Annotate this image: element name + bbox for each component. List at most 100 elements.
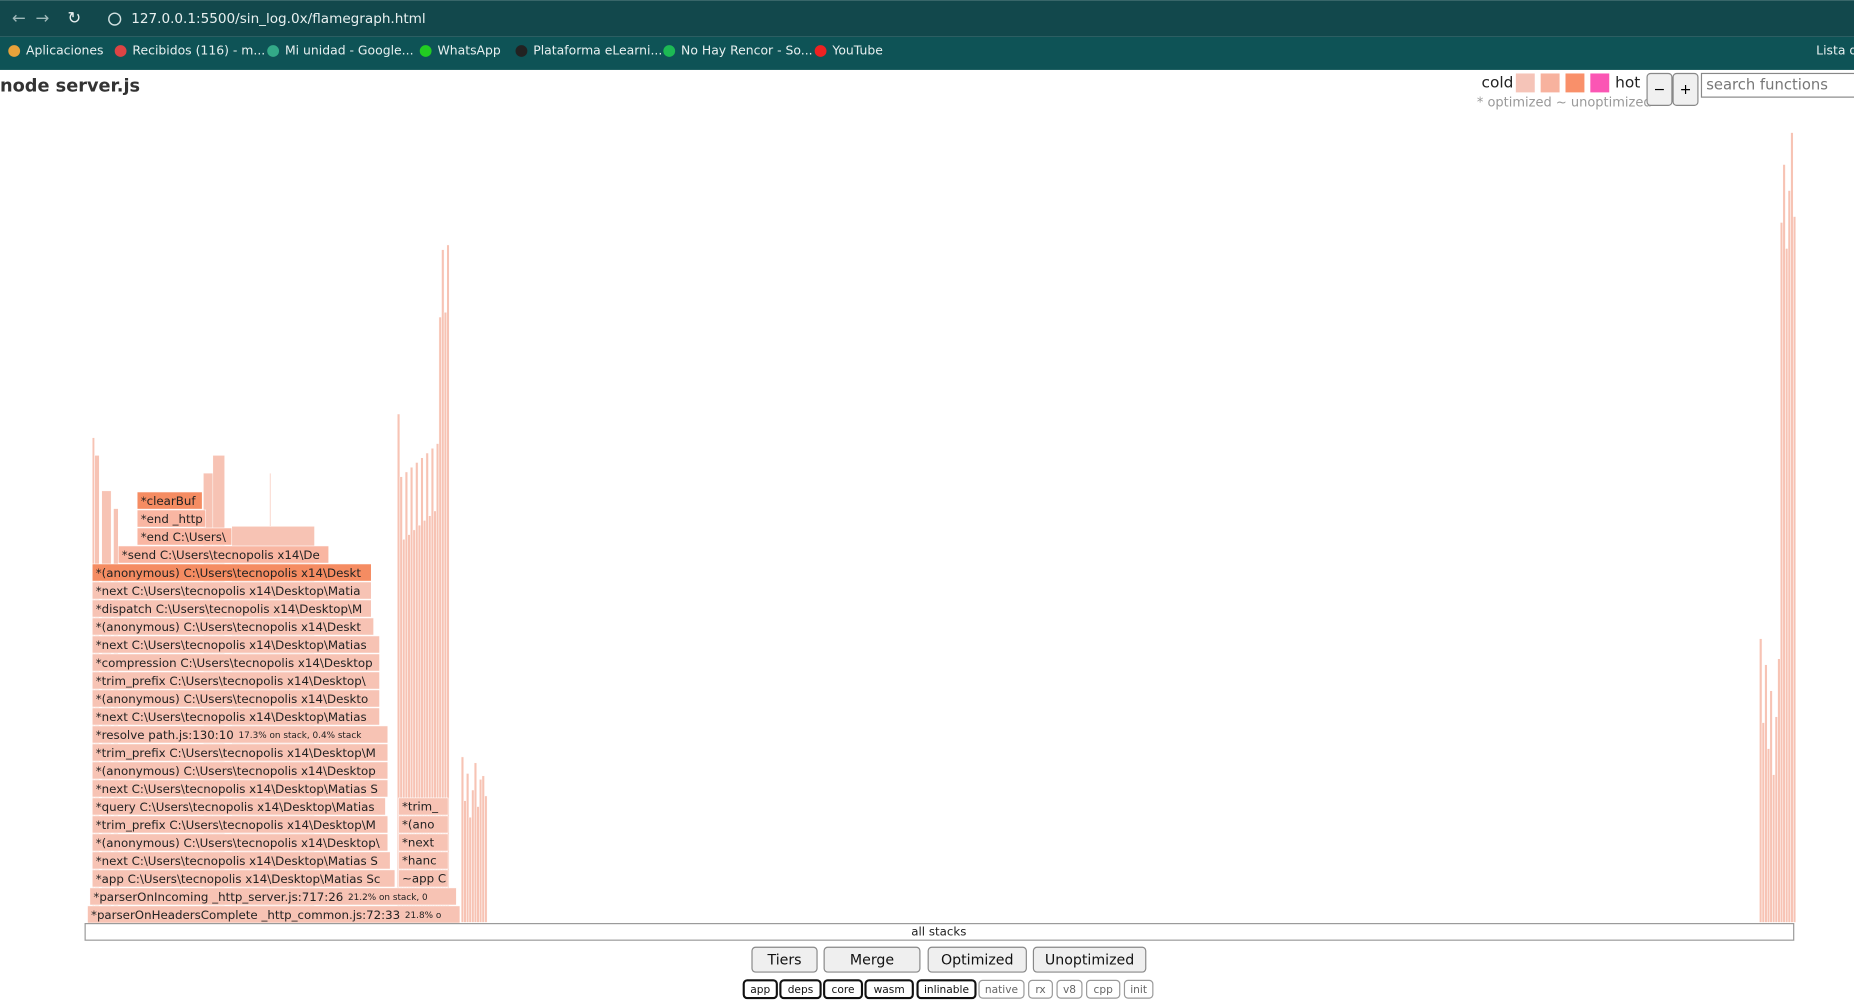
frame[interactable] xyxy=(91,779,389,798)
button[interactable] xyxy=(751,946,818,973)
bookmark-icon xyxy=(515,45,528,57)
frame[interactable] xyxy=(91,617,374,636)
frame-label: *(anonymous) C:\Users\tecnopolis x14\Des… xyxy=(96,836,380,850)
frame[interactable] xyxy=(91,707,380,726)
frame[interactable] xyxy=(1772,774,1776,923)
frame-label: *end _http xyxy=(141,512,203,526)
frame[interactable] xyxy=(468,816,472,923)
bookmark-icon xyxy=(663,45,676,57)
zoom-out[interactable] xyxy=(1646,72,1673,106)
frame[interactable] xyxy=(398,797,449,816)
frame-label: *next C:\Users\tecnopolis x14\Desktop\Ma… xyxy=(96,638,367,652)
button[interactable] xyxy=(823,946,921,973)
frame[interactable] xyxy=(479,779,483,923)
frame[interactable] xyxy=(1766,748,1771,923)
frame[interactable] xyxy=(91,851,391,870)
filter-label: wasm xyxy=(874,983,905,996)
bookmark[interactable]: Aplicaciones xyxy=(26,43,104,58)
filter-toggle[interactable] xyxy=(864,979,914,1000)
zoom-in[interactable] xyxy=(1672,72,1699,106)
button[interactable] xyxy=(1032,946,1147,973)
frame[interactable] xyxy=(136,509,207,528)
bookmark[interactable]: No Hay Rencor - So... xyxy=(681,43,813,58)
filter-toggle[interactable] xyxy=(978,979,1025,999)
frame-label: *next C:\Users\tecnopolis x14\Desktop\Ma… xyxy=(96,584,361,598)
frame[interactable] xyxy=(91,599,372,618)
filter-toggle[interactable] xyxy=(916,979,977,1000)
back[interactable]: ← xyxy=(12,9,26,28)
filter-label: init xyxy=(1130,983,1147,996)
frame[interactable] xyxy=(1779,222,1784,923)
frame-label: *query C:\Users\tecnopolis x14\Desktop\M… xyxy=(96,800,375,814)
frame[interactable] xyxy=(460,756,464,923)
bookmark[interactable]: Plataforma eLearni... xyxy=(533,43,662,58)
frame[interactable] xyxy=(473,762,477,923)
frame[interactable] xyxy=(91,635,380,654)
frame[interactable] xyxy=(91,761,389,780)
frame[interactable] xyxy=(1761,722,1765,923)
frame[interactable] xyxy=(89,887,457,906)
frame[interactable] xyxy=(398,851,449,870)
frame[interactable] xyxy=(1785,248,1789,923)
frame[interactable] xyxy=(463,800,467,923)
frame[interactable] xyxy=(398,815,449,834)
frame[interactable] xyxy=(91,671,380,690)
frame[interactable] xyxy=(136,491,203,510)
bookmark[interactable]: Recibidos (116) - m... xyxy=(132,43,265,58)
frame[interactable] xyxy=(476,806,480,923)
reading-list[interactable]: Lista de xyxy=(1816,43,1854,58)
frame[interactable] xyxy=(1782,164,1786,923)
frame[interactable] xyxy=(91,815,389,834)
frame[interactable] xyxy=(1774,716,1778,923)
bookmark[interactable]: YouTube xyxy=(831,43,882,58)
frame[interactable] xyxy=(91,797,386,816)
address-bar[interactable]: 127.0.0.1:5500/sin_log.0x/flamegraph.htm… xyxy=(131,11,425,27)
frame[interactable] xyxy=(91,725,389,744)
frame[interactable] xyxy=(1787,190,1791,923)
search-input[interactable] xyxy=(1700,72,1854,98)
site-info[interactable] xyxy=(108,12,122,26)
button-label: Tiers xyxy=(766,952,801,968)
filter-toggle[interactable] xyxy=(823,979,864,1000)
frame[interactable] xyxy=(91,869,396,888)
frame-name: *trim_prefix C:\Users\tecnopolis x14\Des… xyxy=(96,746,376,760)
flamegraph: *parserOnHeadersComplete _http_common.js… xyxy=(87,132,1797,924)
frame[interactable] xyxy=(471,789,475,923)
frame[interactable] xyxy=(398,833,449,852)
forward[interactable]: → xyxy=(35,9,49,28)
frame[interactable] xyxy=(1769,690,1773,923)
frame[interactable] xyxy=(117,545,330,564)
frame[interactable] xyxy=(91,563,372,582)
frame[interactable] xyxy=(91,689,380,708)
filter-toggle[interactable] xyxy=(779,979,822,1000)
bookmark[interactable]: WhatsApp xyxy=(437,43,500,58)
frame[interactable] xyxy=(1777,658,1781,923)
frame-name: *next C:\Users\tecnopolis x14\Desktop\Ma… xyxy=(96,854,378,868)
button-label: Optimized xyxy=(941,952,1014,968)
frame[interactable] xyxy=(1759,638,1763,923)
frame[interactable] xyxy=(484,795,488,923)
filter-toggle[interactable] xyxy=(1123,979,1154,999)
frame[interactable] xyxy=(91,653,380,672)
frame[interactable] xyxy=(1790,132,1794,923)
search-placeholder: search functions xyxy=(1706,76,1828,93)
filter-toggle[interactable] xyxy=(1028,979,1053,999)
frame[interactable] xyxy=(91,833,389,852)
frame[interactable] xyxy=(91,581,372,600)
reload[interactable]: ↻ xyxy=(67,9,81,28)
filter-toggle[interactable] xyxy=(1056,979,1083,999)
frame[interactable] xyxy=(136,527,233,546)
filter-toggle[interactable] xyxy=(1086,979,1121,999)
frame[interactable] xyxy=(1764,664,1768,923)
root-frame[interactable] xyxy=(84,923,1795,941)
button[interactable] xyxy=(927,946,1027,973)
frame[interactable] xyxy=(481,775,485,923)
bookmark[interactable]: Mi unidad - Google... xyxy=(285,43,414,58)
filter-label: v8 xyxy=(1063,983,1076,996)
frame[interactable] xyxy=(1792,216,1797,923)
frame[interactable] xyxy=(91,743,389,762)
frame[interactable] xyxy=(398,869,449,888)
filter-toggle[interactable] xyxy=(742,979,778,1000)
frame[interactable] xyxy=(466,773,470,923)
filter-label: native xyxy=(985,983,1018,996)
